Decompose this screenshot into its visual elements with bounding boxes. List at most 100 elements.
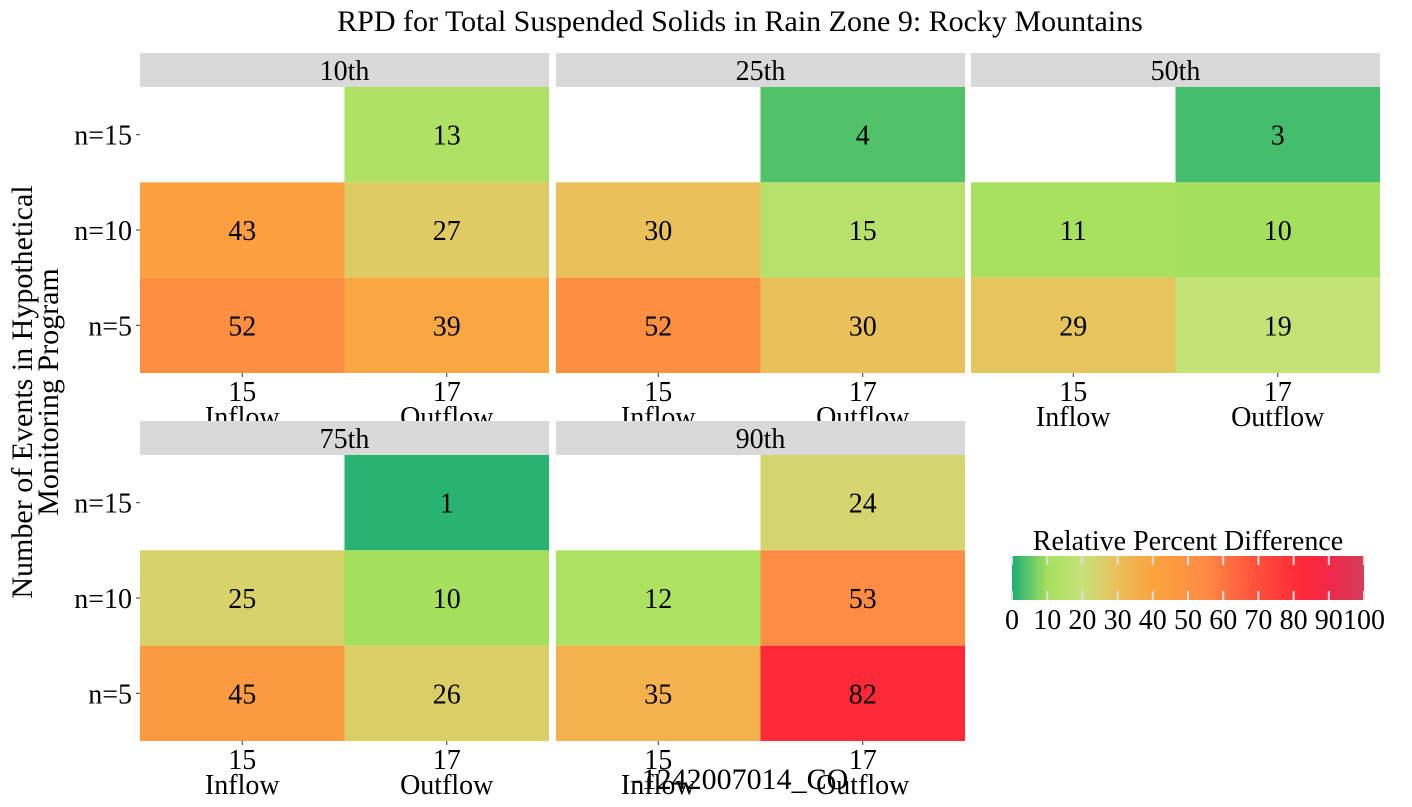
x-tick-category: Inflow [205,770,280,801]
facet-strip-label: 10th [320,56,370,87]
y-axis-title-line-1: Number of Events in Hypothetical [6,185,39,598]
cell-value-label: 15 [849,216,877,247]
cell-value-label: 53 [849,584,877,615]
cell-value-label: 82 [849,679,877,710]
x-tick-category: Outflow [816,770,910,801]
heatmap-cell [344,645,549,741]
heatmap-cell [760,87,965,183]
cell-value-label: 30 [849,311,877,342]
heatmap-cell [556,277,761,373]
chart-title: RPD for Total Suspended Solids in Rain Z… [337,5,1143,38]
heatmap-cell [760,550,965,646]
cell-value-label: 25 [228,584,256,615]
legend-title: Relative Percent Difference [1033,526,1343,557]
heatmap-cell [556,550,761,646]
legend-tick-label: 90 [1315,605,1343,636]
heatmap-cell [1175,87,1380,183]
facet-strip [556,421,965,455]
heatmap-cell [344,550,549,646]
cell-value-label: 10 [1264,216,1292,247]
cell-value-label: 10 [433,584,461,615]
heatmap-cell [971,182,1176,278]
legend-tick-label: 20 [1068,605,1096,636]
y-tick-label: n=5 [88,679,132,710]
heatmap-cell [760,455,965,551]
cell-value-label: 39 [433,311,461,342]
heatmap-cell [760,182,965,278]
heatmap-cell [140,277,345,373]
legend-tick-label: 70 [1244,605,1272,636]
legend-tick-label: 60 [1209,605,1237,636]
x-tick-label: 17 [433,377,461,408]
facet-strip [556,53,965,87]
x-tick-category: Outflow [400,770,494,801]
facet-strip [140,53,549,87]
cell-value-label: 30 [644,216,672,247]
cell-value-label: 4 [856,121,870,152]
legend-tick-label: 100 [1343,605,1385,636]
heatmap-cell [140,182,345,278]
cell-value-label: 26 [433,679,461,710]
cell-value-label: 12 [644,584,672,615]
legend-tick-label: 0 [1005,605,1019,636]
heatmap-cell [344,182,549,278]
cell-value-label: 13 [433,121,461,152]
x-tick-label: 15 [228,745,256,776]
x-tick-label: 17 [849,377,877,408]
cell-value-label: 52 [644,311,672,342]
cell-value-label: 43 [228,216,256,247]
legend-tick-label: 30 [1104,605,1132,636]
heatmap-cell [971,277,1176,373]
x-tick-label: 15 [644,377,672,408]
x-axis-title: -1242007014_CO [632,763,849,796]
x-tick-label: 17 [1264,377,1292,408]
cell-value-label: 3 [1271,121,1285,152]
x-tick-category: Inflow [621,770,696,801]
x-tick-label: 15 [644,745,672,776]
cell-value-label: 19 [1264,311,1292,342]
legend-tick-label: 80 [1280,605,1308,636]
heatmap-cell [556,182,761,278]
cell-value-label: 27 [433,216,461,247]
facet-strip-label: 90th [736,424,786,455]
x-tick-label: 15 [1059,377,1087,408]
heatmap-cell [556,645,761,741]
facet-strip-label: 75th [320,424,370,455]
legend-tick-label: 40 [1139,605,1167,636]
heatmap-cell [140,645,345,741]
y-tick-label: n=5 [88,311,132,342]
x-tick-category: Inflow [1036,402,1111,433]
cell-value-label: 45 [228,679,256,710]
heatmap-cell [344,87,549,183]
legend-tick-label: 50 [1174,605,1202,636]
facet-strip-label: 25th [736,56,786,87]
cell-value-label: 29 [1059,311,1087,342]
color-legend: Relative Percent Difference 0 10 20 30 40 50 6… [1005,526,1385,636]
heatmap-cell [760,645,965,741]
cell-value-label: 35 [644,679,672,710]
facet-strip-label: 50th [1151,56,1201,87]
cell-value-label: 24 [849,489,877,520]
cell-value-label: 1 [440,489,454,520]
x-tick-label: 17 [849,745,877,776]
heatmap-cell [344,277,549,373]
y-tick-label: n=15 [74,489,132,520]
legend-tick-label: 10 [1033,605,1061,636]
y-tick-label: n=10 [74,584,132,615]
y-tick-label: n=10 [74,216,132,247]
cell-value-label: 52 [228,311,256,342]
x-tick-category: Outflow [1231,402,1325,433]
y-axis-title-line-2: Monitoring Program [32,268,65,516]
heatmap-cell [344,455,549,551]
facet-strip [971,53,1380,87]
x-tick-label: 15 [228,377,256,408]
heatmap-cell [140,550,345,646]
cell-value-label: 11 [1060,216,1087,247]
heatmap-cell [760,277,965,373]
